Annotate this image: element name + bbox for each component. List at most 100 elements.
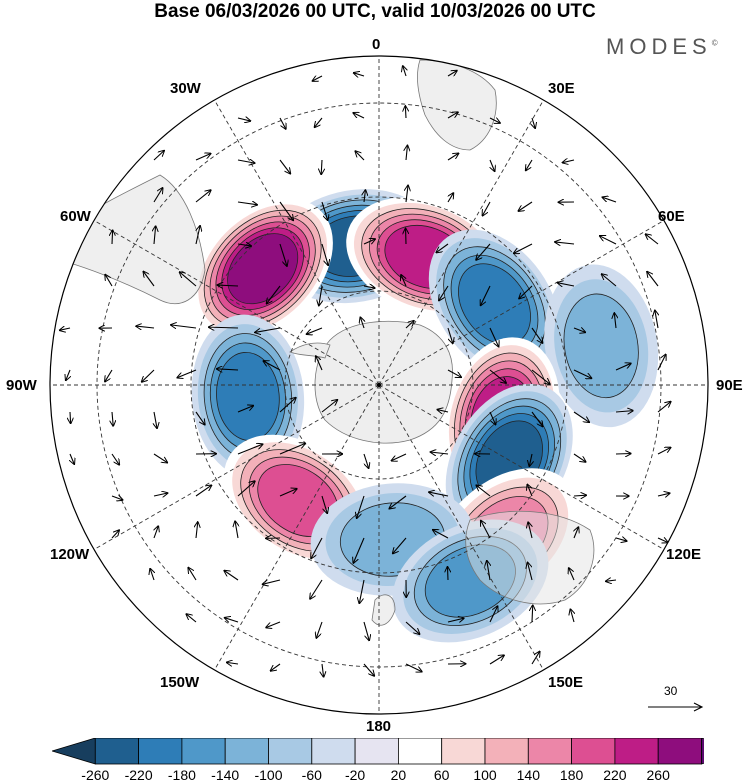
wind-vector (316, 621, 323, 638)
meridian-line (93, 384, 380, 550)
wind-vector (433, 530, 449, 539)
wind-vector (489, 655, 504, 665)
wind-vector (105, 369, 113, 382)
wind-vector (217, 285, 239, 286)
colorbar-tick-label: 260 (646, 767, 670, 783)
lon-label-60e: 60E (658, 208, 685, 225)
anomaly-center (392, 519, 549, 643)
map-boundary (49, 55, 709, 715)
wind-vector (573, 411, 589, 422)
colorbar-swatch (571, 738, 616, 765)
wind-vector (70, 411, 71, 423)
wind-vector (154, 526, 158, 539)
wind-vector (657, 447, 671, 455)
wind-vector (615, 411, 633, 412)
wind-vector (237, 244, 251, 246)
wind-vector (136, 326, 155, 328)
wind-vector (405, 106, 406, 119)
wind-vector (195, 485, 212, 497)
colorbar-swatch (94, 738, 139, 765)
latitude-circle (190, 196, 568, 574)
brand-logo: MODES© (606, 34, 718, 60)
colorbar-tick-label: 100 (473, 767, 497, 783)
wind-vector (266, 621, 281, 628)
colorbar-swatch (311, 738, 356, 765)
wind-vector (235, 521, 238, 539)
wind-vector (195, 226, 200, 245)
wind-vector (255, 327, 281, 332)
south-pole-marker (377, 383, 381, 387)
wind-vector (217, 369, 239, 370)
wind-vector (645, 234, 659, 245)
colorbar-tick-label: -180 (167, 767, 196, 783)
lon-label-120e: 120E (666, 546, 702, 563)
wind-vector (195, 154, 211, 161)
wind-vector (153, 453, 167, 463)
wind-vector (188, 567, 197, 581)
wind-vector (237, 160, 255, 163)
colorbar-tick-label: 60 (433, 767, 450, 783)
wind-vector (355, 151, 365, 161)
lon-label-150e: 150E (548, 674, 584, 691)
wind-vector (614, 313, 616, 329)
wind-vector (195, 411, 205, 425)
wind-vector (279, 201, 293, 220)
wind-vector (364, 190, 365, 203)
wind-vector (111, 530, 119, 539)
colorbar-swatch (614, 738, 659, 765)
wind-vector (615, 363, 631, 371)
wind-vector (615, 538, 627, 541)
wind-vector (363, 286, 375, 288)
wind-vector (657, 402, 671, 413)
colorbar-swatch (354, 738, 399, 765)
wind-vector (321, 400, 337, 413)
meridian-line (378, 99, 544, 386)
meridian-line (214, 99, 380, 386)
colorbar-swatch (268, 738, 313, 765)
wind-vector (527, 484, 532, 497)
wind-vector (655, 310, 658, 329)
wind-vector (179, 272, 197, 287)
new-zealand (371, 594, 396, 626)
colorbar (52, 738, 704, 765)
lon-label-120w: 120W (50, 546, 90, 563)
meridian-line (378, 220, 665, 386)
colorbar-tick-label: 140 (516, 767, 540, 783)
wind-vector (316, 356, 323, 371)
wind-vector (481, 520, 491, 539)
wind-vector (311, 537, 323, 559)
wind-vector (111, 496, 123, 500)
wind-vector (489, 118, 500, 123)
wind-vector (353, 537, 365, 563)
brand-name: MODES (606, 34, 712, 59)
wind-vector (353, 113, 365, 119)
wind-vector (437, 410, 449, 412)
wind-vectors (60, 66, 671, 677)
wind-vector (321, 243, 328, 265)
meridian-line (214, 384, 380, 671)
wind-vector (237, 444, 263, 455)
wind-vector (363, 453, 369, 468)
wind-vector (237, 202, 257, 205)
wind-vector (66, 369, 70, 380)
colorbar-tick-label: -140 (211, 767, 240, 783)
wind-vector (150, 569, 154, 581)
wind-vector (531, 651, 540, 665)
wind-vector (360, 317, 364, 329)
colorbar-tick-label: -20 (344, 767, 366, 783)
wind-vector (606, 580, 617, 581)
wind-vector (532, 117, 535, 128)
wind-vector (111, 453, 119, 465)
wind-vector (489, 606, 498, 623)
wind-vector (354, 73, 365, 76)
wind-vector (154, 411, 157, 428)
wind-vector (405, 321, 414, 329)
wind-vector (312, 76, 323, 81)
wind-vector (224, 618, 239, 622)
wind-vector (487, 561, 490, 581)
wind-vector (406, 145, 407, 161)
colorbar-swatch (224, 738, 269, 765)
wind-vector (482, 201, 491, 216)
wind-vector (279, 159, 290, 174)
wind-vector (518, 201, 533, 211)
